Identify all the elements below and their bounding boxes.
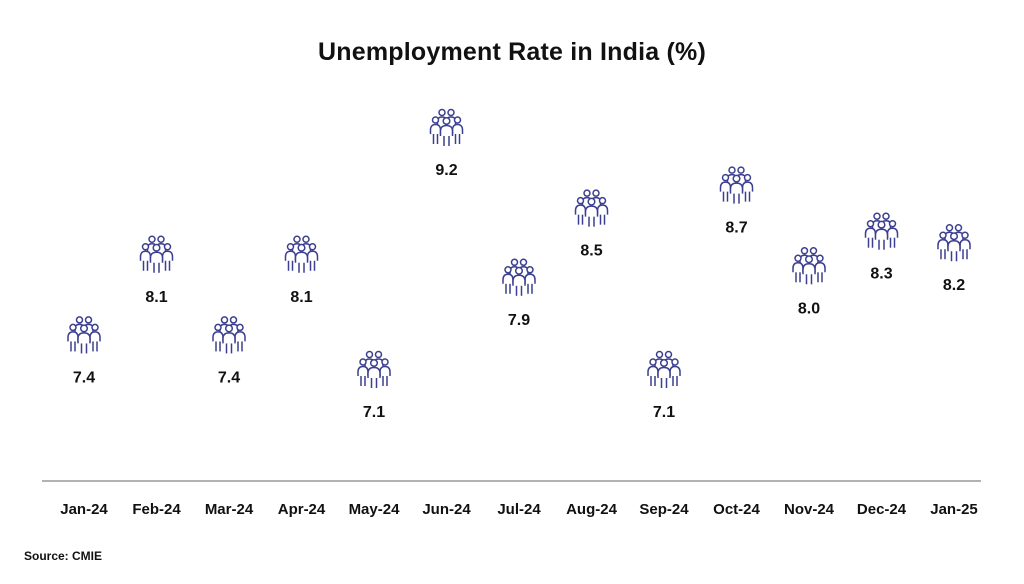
- x-tick-label: Jan-25: [930, 501, 978, 518]
- data-point-mar-24: 7.4: [212, 316, 246, 386]
- data-label: 8.1: [290, 289, 312, 306]
- data-point-dec-24: 8.3: [864, 212, 899, 283]
- people-group-icon: [937, 223, 971, 262]
- data-point-jun-24: 9.2: [429, 108, 464, 179]
- data-label: 7.9: [508, 312, 530, 329]
- data-point-oct-24: 8.7: [719, 166, 754, 237]
- people-group-icon: [67, 316, 101, 355]
- x-tick-label: Aug-24: [566, 501, 617, 518]
- x-tick-label: Mar-24: [205, 501, 254, 518]
- x-tick-label: Nov-24: [784, 501, 835, 518]
- x-tick-label: Sep-24: [639, 501, 689, 518]
- people-group-icon: [719, 166, 754, 205]
- x-tick-label: Apr-24: [278, 501, 326, 518]
- data-label: 9.2: [435, 162, 457, 179]
- data-point-apr-24: 8.1: [284, 235, 319, 306]
- data-label: 8.5: [580, 243, 602, 260]
- chart-title: Unemployment Rate in India (%): [318, 38, 706, 66]
- x-tick-label: Jun-24: [422, 501, 471, 518]
- people-group-icon: [284, 235, 319, 274]
- people-group-icon: [864, 212, 899, 251]
- people-group-icon: [574, 189, 609, 228]
- people-group-icon: [212, 316, 246, 355]
- data-label: 8.3: [870, 266, 892, 283]
- data-label: 7.4: [73, 369, 95, 386]
- data-point-nov-24: 8.0: [792, 247, 826, 317]
- x-tick-label: Jul-24: [497, 501, 541, 518]
- people-group-icon: [647, 350, 681, 389]
- data-point-aug-24: 8.5: [574, 189, 609, 260]
- data-point-sep-24: 7.1: [647, 350, 681, 421]
- data-label: 8.2: [943, 277, 965, 294]
- people-group-icon: [502, 258, 536, 297]
- people-group-icon: [357, 350, 391, 389]
- x-tick-label: May-24: [349, 501, 401, 518]
- data-point-jul-24: 7.9: [502, 258, 536, 329]
- data-label: 7.4: [218, 369, 240, 386]
- data-label: 7.1: [653, 404, 675, 421]
- data-point-jan-25: 8.2: [937, 223, 971, 294]
- source-note: Source: CMIE: [24, 549, 103, 563]
- people-group-icon: [429, 108, 464, 147]
- data-point-feb-24: 8.1: [139, 235, 174, 306]
- data-label: 8.1: [145, 289, 167, 306]
- data-point-jan-24: 7.4: [67, 316, 101, 386]
- x-tick-label: Dec-24: [857, 501, 907, 518]
- x-tick-label: Feb-24: [132, 501, 181, 518]
- data-label: 8.0: [798, 300, 820, 317]
- x-tick-label: Oct-24: [713, 501, 760, 518]
- x-tick-label: Jan-24: [60, 501, 108, 518]
- data-label: 8.7: [725, 220, 747, 237]
- data-point-may-24: 7.1: [357, 350, 391, 421]
- people-group-icon: [139, 235, 174, 274]
- data-label: 7.1: [363, 404, 385, 421]
- people-group-icon: [792, 247, 826, 286]
